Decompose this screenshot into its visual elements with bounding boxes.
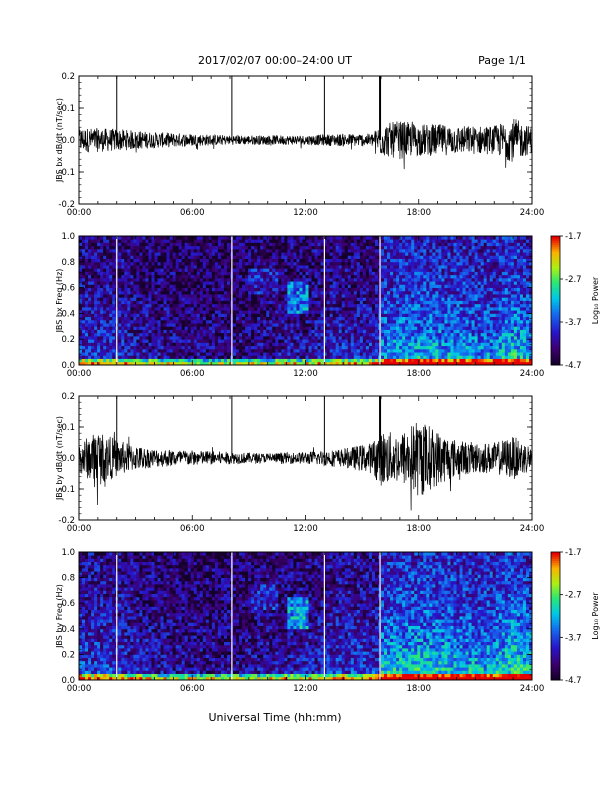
x-tick-label: 00:00 (67, 369, 92, 379)
colorbar: -1.7 -2.7 -3.7 -4.7 Log₁₀ Power (550, 232, 600, 371)
x-tick-label: 18:00 (407, 208, 432, 218)
colorbar-tick-label: -2.7 (565, 275, 582, 285)
y-axis-label: JBS bx dB/dt (nT/sec) (55, 98, 64, 183)
colorbar-tick-label: -3.7 (565, 318, 582, 328)
y-tick-label: 0.0 (61, 361, 75, 371)
y-tick-label: 0.0 (61, 454, 75, 464)
y-tick-label: -0.1 (58, 168, 75, 178)
series-line (78, 119, 533, 170)
x-tick-label: 24:00 (520, 208, 545, 218)
line-panel-3: -0.2 -0.1 0.0 0.1 0.2 JBS by dB/dt (nT/sec) 00… (55, 392, 544, 534)
y-axis-label: JBS by Freq (Hz) (55, 584, 64, 649)
colorbar-label: Log₁₀ Power (591, 592, 600, 640)
colorbar-tick-label: -3.7 (565, 633, 582, 643)
y-tick-label: 1.0 (61, 232, 75, 242)
x-tick-label: 06:00 (180, 208, 205, 218)
spectrogram-cells (79, 236, 533, 366)
x-tick-label: 12:00 (293, 208, 318, 218)
x-tick-label: 18:00 (407, 524, 432, 534)
y-tick-label: -0.2 (58, 516, 75, 526)
colorbar-tick-label: -4.7 (565, 361, 582, 371)
x-tick-label: 00:00 (67, 208, 92, 218)
y-tick-label: 0.8 (61, 574, 75, 584)
colorbar-tick-label: -2.7 (565, 591, 582, 601)
x-tick-label: 24:00 (520, 684, 545, 694)
x-tick-label: 18:00 (407, 684, 432, 694)
colorbar-tick-label: -1.7 (565, 548, 582, 558)
y-axis-label: JBS bx Freq (Hz) (55, 269, 64, 334)
x-tick-label: 06:00 (180, 369, 205, 379)
x-tick-label: 12:00 (293, 524, 318, 534)
spectrogram-panel-2: 0.0 0.2 0.4 0.6 0.8 1.0 JBS bx Freq (Hz) 00:00 0… (55, 232, 600, 379)
spectrogram-cells (79, 552, 533, 681)
x-tick-label: 24:00 (520, 369, 545, 379)
colorbar: -1.7 -2.7 -3.7 -4.7 Log₁₀ Power (550, 548, 600, 686)
y-tick-label: -0.1 (58, 485, 75, 495)
x-axis-title: Universal Time (hh:mm) (209, 711, 342, 724)
spectrogram-panel-4: 0.0 0.2 0.4 0.6 0.8 1.0 JBS by Freq (Hz) 00:00 0… (55, 548, 600, 694)
colorbar-label: Log₁₀ Power (591, 276, 600, 324)
y-tick-label: 0.6 (61, 284, 75, 294)
y-tick-label: 0.4 (61, 625, 75, 635)
y-tick-label: 0.0 (61, 676, 75, 686)
x-tick-label: 00:00 (67, 524, 92, 534)
x-tick-label: 00:00 (67, 684, 92, 694)
date-range-title: 2017/02/07 00:00–24:00 UT (198, 54, 352, 67)
x-tick-label: 18:00 (407, 369, 432, 379)
panels: -0.2 -0.1 0.0 0.1 0.2 JBS bx dB/dt (nT/sec) 00… (55, 72, 600, 694)
y-tick-label: 0.2 (61, 650, 75, 660)
x-tick-label: 06:00 (180, 524, 205, 534)
colorbar-frame (550, 551, 561, 681)
y-axis-label: JBS by dB/dt (nT/sec) (55, 416, 64, 501)
colorbar-tick-label: -4.7 (565, 676, 582, 686)
y-tick-label: 0.8 (61, 258, 75, 268)
y-tick-label: 1.0 (61, 548, 75, 558)
x-tick-label: 12:00 (293, 369, 318, 379)
y-tick-label: 0.1 (61, 423, 75, 433)
line-panel-1: -0.2 -0.1 0.0 0.1 0.2 JBS bx dB/dt (nT/sec) 00… (55, 72, 544, 218)
x-tick-label: 12:00 (293, 684, 318, 694)
y-tick-label: 0.0 (61, 136, 75, 146)
y-tick-label: 0.2 (61, 72, 75, 82)
colorbar-tick-label: -1.7 (565, 232, 582, 242)
y-tick-label: -0.2 (58, 200, 75, 210)
x-tick-label: 06:00 (180, 684, 205, 694)
x-tick-label: 24:00 (520, 524, 545, 534)
y-tick-label: 0.2 (61, 392, 75, 402)
page-indicator: Page 1/1 (478, 54, 526, 67)
y-tick-label: 0.1 (61, 104, 75, 114)
y-tick-label: 0.2 (61, 335, 75, 345)
series-line (78, 423, 533, 511)
y-tick-label: 0.4 (61, 309, 75, 319)
colorbar-frame (550, 235, 561, 366)
y-tick-label: 0.6 (61, 599, 75, 609)
